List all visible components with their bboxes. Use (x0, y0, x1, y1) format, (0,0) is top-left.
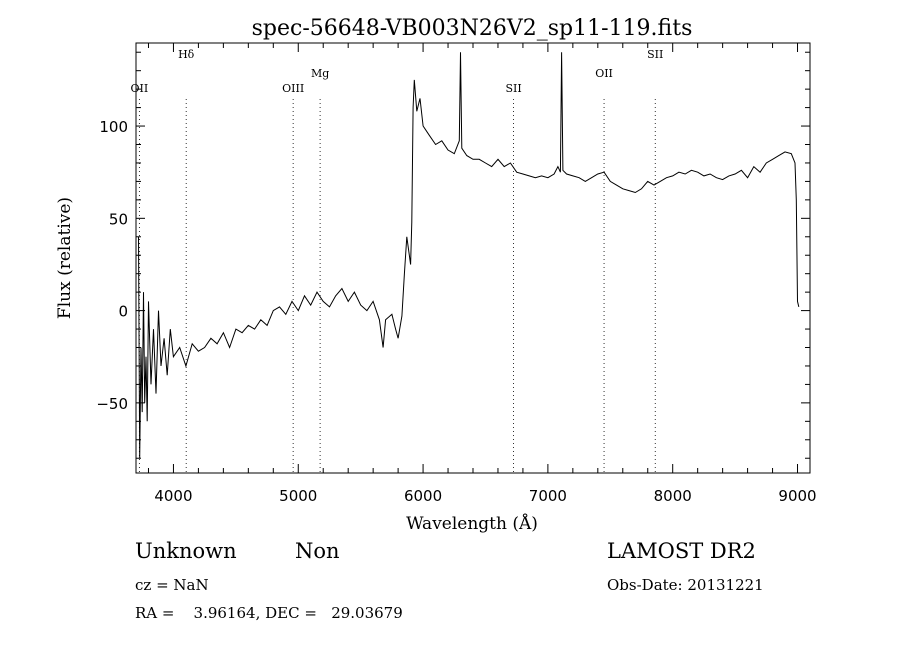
spectrum-line (138, 52, 800, 459)
x-tick-label: 4000 (154, 487, 192, 505)
y-tick-label: 0 (118, 303, 128, 321)
emission-line-label: Mg (311, 67, 329, 80)
y-tick-label: 100 (99, 118, 128, 136)
x-tick-label: 6000 (404, 487, 442, 505)
object-class-label: Unknown (135, 539, 237, 563)
x-axis-label: Wavelength (Å) (406, 513, 538, 534)
object-subclass-label: Non (295, 539, 340, 563)
emission-line-label: SII (505, 82, 521, 95)
plot-frame (135, 42, 811, 474)
plot-area: 4000 5000 6000 7000 8000 9000 −50 0 50 100 OII Hδ OI… (96, 42, 817, 505)
emission-line-label: SII (647, 48, 663, 61)
x-tick-label: 9000 (778, 487, 816, 505)
observation-date: Obs-Date: 20131221 (607, 576, 764, 594)
coordinates-readout: RA = 3.96164, DEC = 29.03679 (135, 604, 403, 622)
x-tick-label: 8000 (654, 487, 692, 505)
y-tick-label: 50 (109, 210, 128, 228)
emission-line-label: Hδ (178, 48, 195, 61)
chart-title: spec-56648-VB003N26V2_sp11-119.fits (252, 16, 693, 41)
survey-label: LAMOST DR2 (607, 539, 756, 563)
y-axis-label: Flux (relative) (55, 197, 75, 319)
emission-line-label: OIII (282, 82, 304, 95)
emission-line-label: OII (595, 67, 613, 80)
x-tick-label: 7000 (529, 487, 567, 505)
redshift-readout: cz = NaN (135, 576, 209, 594)
y-tick-label: −50 (96, 395, 128, 413)
x-tick-label: 5000 (279, 487, 317, 505)
emission-line-label: OII (131, 82, 149, 95)
